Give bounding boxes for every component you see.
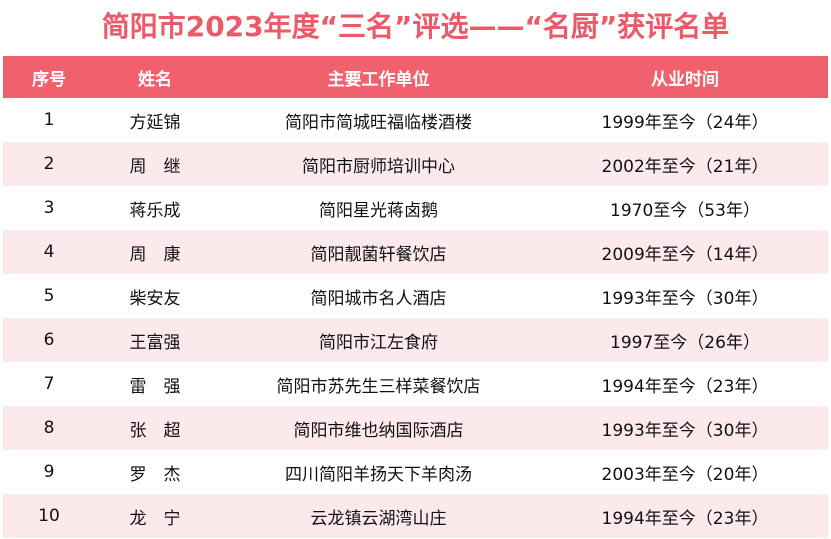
cell-years: 1994年至今（23年） xyxy=(601,508,769,529)
header-unit: 主要工作单位 xyxy=(327,69,430,90)
table-row: 1 方延锦 简阳市简城旺福临楼酒楼 1999年至今（24年） xyxy=(3,98,828,142)
cell-years: 1994年至今（23年） xyxy=(601,376,769,397)
cell-no: 4 xyxy=(43,242,55,262)
cell-unit: 简阳市维也纳国际酒店 xyxy=(293,420,464,441)
cell-name: 王富强 xyxy=(129,332,181,353)
cell-unit: 简阳城市名人酒店 xyxy=(310,288,447,309)
cell-years: 2003年至今（20年） xyxy=(601,464,769,485)
cell-years: 1993年至今（30年） xyxy=(601,288,769,309)
cell-name: 柴安友 xyxy=(129,288,181,309)
cell-no: 9 xyxy=(43,462,55,482)
cell-name: 张 超 xyxy=(129,420,181,441)
cell-no: 2 xyxy=(43,154,55,174)
cell-no: 3 xyxy=(43,198,55,218)
cell-unit: 简阳市苏先生三样菜餐饮店 xyxy=(276,376,481,397)
cell-years: 1970至今（53年） xyxy=(610,200,760,221)
cell-years: 1999年至今（24年） xyxy=(601,112,769,133)
header-years: 从业时间 xyxy=(651,69,719,90)
page-title: 简阳市2023年度“三名”评选——“名厨”获评名单 xyxy=(101,10,730,43)
cell-name: 龙 宁 xyxy=(129,508,181,529)
table-row: 9 罗 杰 四川简阳羊扬天下羊肉汤 2003年至今（20年） xyxy=(3,450,828,494)
table-row: 4 周 康 简阳靓菌轩餐饮店 2009年至今（14年） xyxy=(3,230,828,274)
cell-no: 6 xyxy=(43,330,55,350)
table-row: 8 张 超 简阳市维也纳国际酒店 1993年至今（30年） xyxy=(3,406,828,450)
cell-unit: 云龙镇云湖湾山庄 xyxy=(310,508,447,529)
cell-unit: 简阳市江左食府 xyxy=(319,332,438,353)
header-no: 序号 xyxy=(32,69,66,90)
cell-years: 2009年至今（14年） xyxy=(601,244,769,265)
cell-unit: 简阳靓菌轩餐饮店 xyxy=(310,244,447,265)
cell-name: 罗 杰 xyxy=(129,464,181,485)
cell-no: 5 xyxy=(43,286,55,306)
cell-name: 雷 强 xyxy=(129,376,181,397)
cell-years: 2002年至今（21年） xyxy=(601,156,769,177)
cell-years: 1997至今（26年） xyxy=(610,332,760,353)
cell-unit: 简阳市厨师培训中心 xyxy=(302,156,455,177)
table-header: 序号 姓名 主要工作单位 从业时间 xyxy=(3,56,828,98)
table-row: 5 柴安友 简阳城市名人酒店 1993年至今（30年） xyxy=(3,274,828,318)
cell-name: 蒋乐成 xyxy=(129,200,181,221)
table-row: 10 龙 宁 云龙镇云湖湾山庄 1994年至今（23年） xyxy=(3,494,828,538)
cell-unit: 四川简阳羊扬天下羊肉汤 xyxy=(285,464,472,485)
header-name: 姓名 xyxy=(138,69,172,90)
cell-unit: 简阳星光蒋卤鹅 xyxy=(319,200,438,221)
awardee-table: 序号 姓名 主要工作单位 从业时间 1 方延锦 简阳市简城旺福临楼酒楼 1999… xyxy=(3,56,828,538)
header-row: 序号 姓名 主要工作单位 从业时间 xyxy=(3,56,828,98)
table-row: 7 雷 强 简阳市苏先生三样菜餐饮店 1994年至今（23年） xyxy=(3,362,828,406)
table-row: 6 王富强 简阳市江左食府 1997至今（26年） xyxy=(3,318,828,362)
cell-name: 周 继 xyxy=(129,156,181,177)
cell-no: 7 xyxy=(43,374,55,394)
table-row: 3 蒋乐成 简阳星光蒋卤鹅 1970至今（53年） xyxy=(3,186,828,230)
cell-unit: 简阳市简城旺福临楼酒楼 xyxy=(285,112,472,133)
cell-name: 方延锦 xyxy=(129,112,181,133)
table-body: 1 方延锦 简阳市简城旺福临楼酒楼 1999年至今（24年） 2 周 继 简阳市… xyxy=(3,98,828,538)
table-row: 2 周 继 简阳市厨师培训中心 2002年至今（21年） xyxy=(3,142,828,186)
cell-years: 1993年至今（30年） xyxy=(601,420,769,441)
cell-name: 周 康 xyxy=(129,244,181,265)
cell-no: 10 xyxy=(38,506,60,526)
cell-no: 8 xyxy=(43,418,55,438)
cell-no: 1 xyxy=(43,110,55,130)
